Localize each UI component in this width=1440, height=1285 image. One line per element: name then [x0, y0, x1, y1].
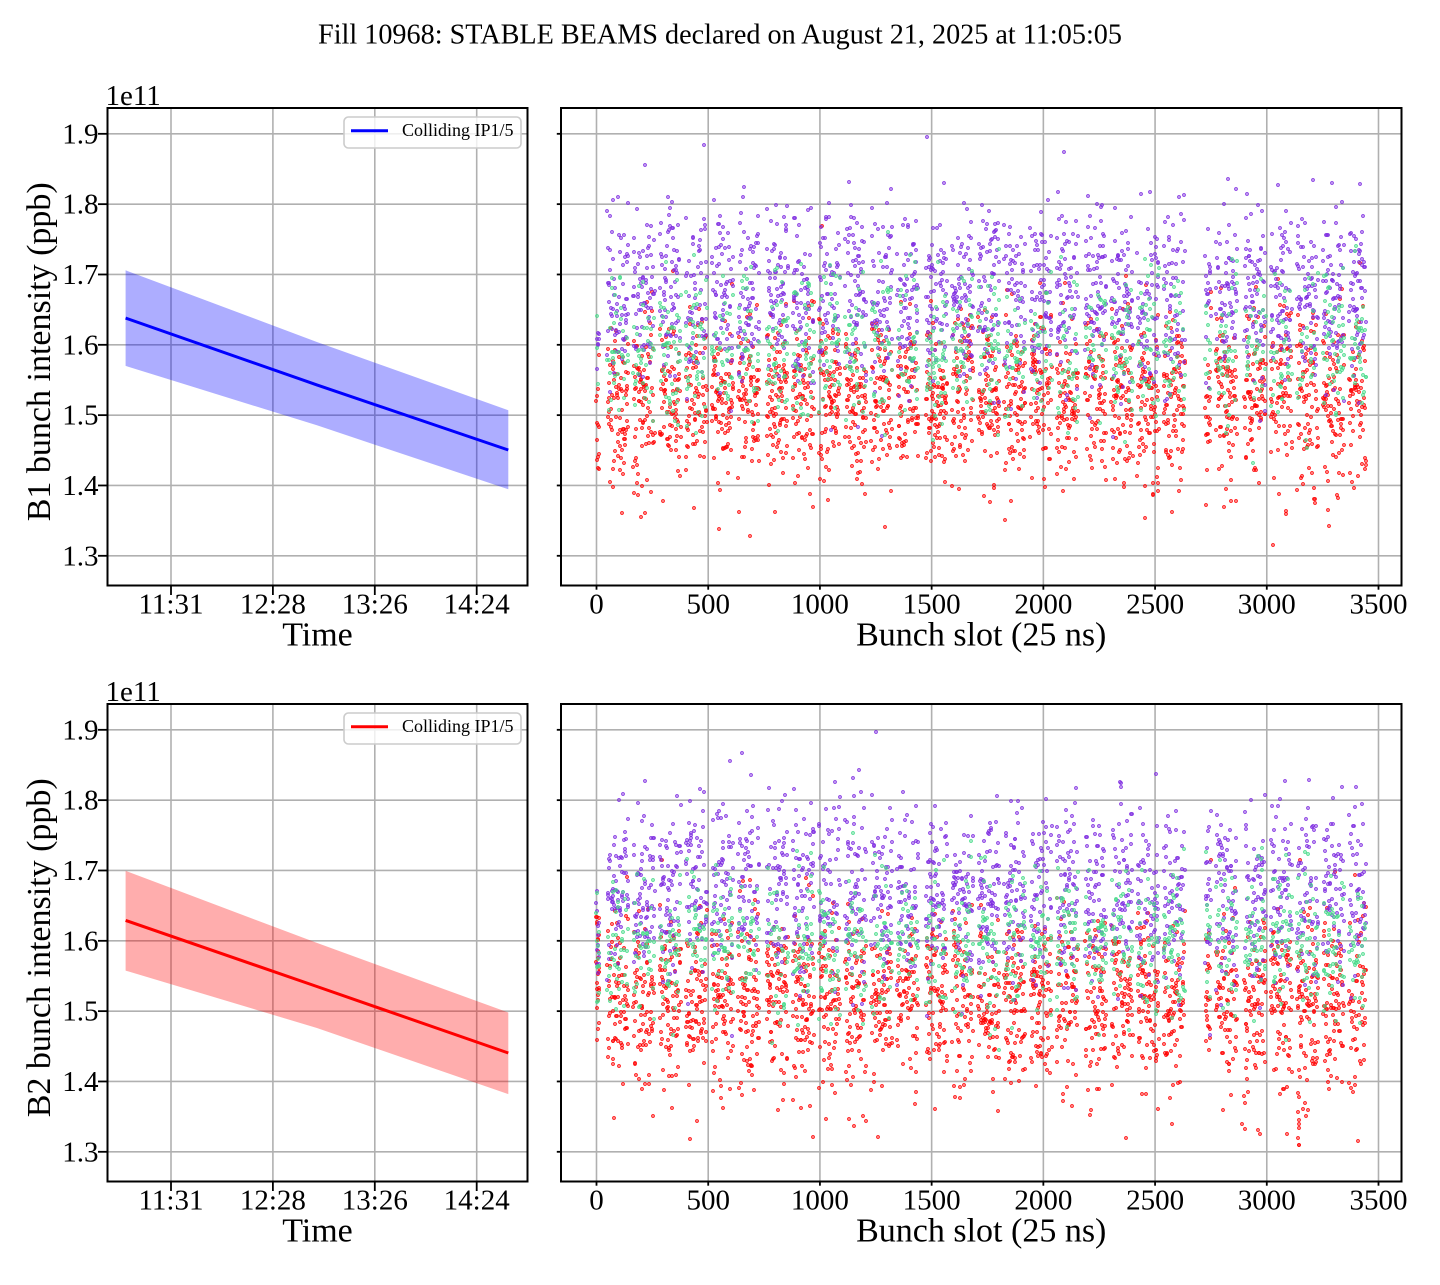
- svg-text:1.5: 1.5: [62, 400, 98, 432]
- svg-text:13:26: 13:26: [342, 589, 408, 621]
- svg-text:1.7: 1.7: [62, 259, 98, 291]
- svg-text:Fill 10968: STABLE BEAMS decla: Fill 10968: STABLE BEAMS declared on Aug…: [318, 19, 1122, 50]
- svg-text:12:28: 12:28: [240, 589, 306, 621]
- svg-text:1.6: 1.6: [62, 329, 98, 361]
- svg-text:B1 bunch intensity (ppb): B1 bunch intensity (ppb): [21, 182, 58, 521]
- svg-text:1.9: 1.9: [62, 118, 98, 150]
- svg-text:1.3: 1.3: [62, 540, 98, 572]
- svg-text:Colliding IP1/5: Colliding IP1/5: [402, 120, 514, 140]
- svg-text:1.8: 1.8: [62, 189, 98, 221]
- svg-text:14:24: 14:24: [444, 589, 511, 621]
- svg-text:1e11: 1e11: [106, 80, 161, 112]
- svg-text:Time: Time: [282, 617, 353, 654]
- svg-text:11:31: 11:31: [139, 589, 204, 621]
- svg-text:1.4: 1.4: [62, 470, 99, 502]
